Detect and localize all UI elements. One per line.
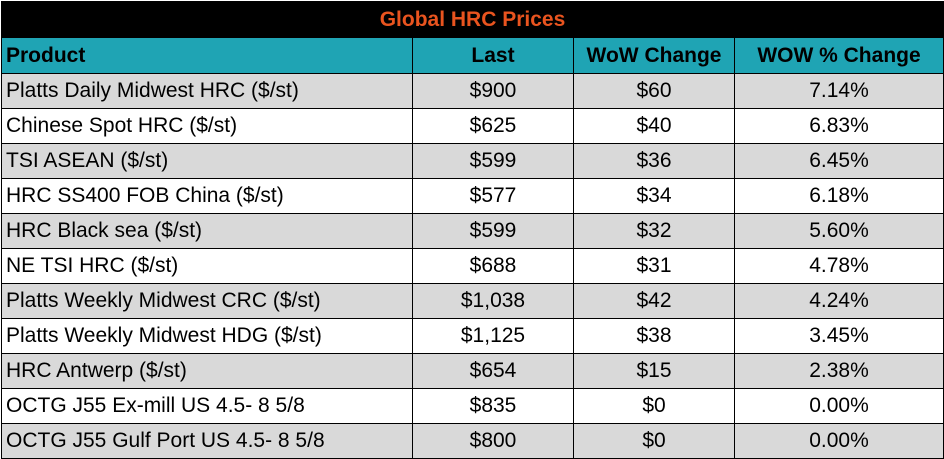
table-title-row: Global HRC Prices [1,1,944,38]
last-cell: $900 [412,73,574,109]
wow-pct-cell: 4.24% [734,283,944,319]
product-cell: OCTG J55 Gulf Port US 4.5- 8 5/8 [1,423,413,459]
wow-change-cell: $36 [573,143,735,179]
wow-change-cell: $42 [573,283,735,319]
last-cell: $1,125 [412,318,574,354]
column-header-wow-change: WoW Change [573,37,735,74]
wow-pct-cell: 7.14% [734,73,944,109]
product-cell: TSI ASEAN ($/st) [1,143,413,179]
product-cell: Platts Weekly Midwest HDG ($/st) [1,318,413,354]
wow-pct-cell: 6.18% [734,178,944,214]
table-row: HRC Antwerp ($/st) $654 $15 2.38% [1,353,944,389]
last-cell: $599 [412,213,574,249]
wow-change-cell: $0 [573,388,735,424]
wow-change-cell: $32 [573,213,735,249]
wow-change-cell: $31 [573,248,735,284]
last-cell: $800 [412,423,574,459]
table-row: TSI ASEAN ($/st) $599 $36 6.45% [1,143,944,179]
column-header-product: Product [1,37,413,74]
wow-change-cell: $40 [573,108,735,144]
product-cell: Chinese Spot HRC ($/st) [1,108,413,144]
wow-change-cell: $34 [573,178,735,214]
table-row: Platts Daily Midwest HRC ($/st) $900 $60… [1,73,944,109]
table-row: Platts Weekly Midwest CRC ($/st) $1,038 … [1,283,944,319]
table-row: Chinese Spot HRC ($/st) $625 $40 6.83% [1,108,944,144]
table-title: Global HRC Prices [1,1,944,38]
last-cell: $577 [412,178,574,214]
wow-change-cell: $60 [573,73,735,109]
wow-change-cell: $38 [573,318,735,354]
wow-pct-cell: 6.83% [734,108,944,144]
product-cell: OCTG J55 Ex-mill US 4.5- 8 5/8 [1,388,413,424]
table-row: NE TSI HRC ($/st) $688 $31 4.78% [1,248,944,284]
table-row: HRC SS400 FOB China ($/st) $577 $34 6.18… [1,178,944,214]
column-header-wow-pct-change: WOW % Change [734,37,944,74]
wow-pct-cell: 3.45% [734,318,944,354]
product-cell: Platts Weekly Midwest CRC ($/st) [1,283,413,319]
table-header-row: Product Last WoW Change WOW % Change [1,37,944,74]
wow-pct-cell: 4.78% [734,248,944,284]
last-cell: $1,038 [412,283,574,319]
product-cell: HRC Black sea ($/st) [1,213,413,249]
product-cell: Platts Daily Midwest HRC ($/st) [1,73,413,109]
table-row: HRC Black sea ($/st) $599 $32 5.60% [1,213,944,249]
wow-pct-cell: 0.00% [734,388,944,424]
wow-pct-cell: 6.45% [734,143,944,179]
wow-pct-cell: 0.00% [734,423,944,459]
product-cell: HRC SS400 FOB China ($/st) [1,178,413,214]
wow-change-cell: $15 [573,353,735,389]
product-cell: HRC Antwerp ($/st) [1,353,413,389]
last-cell: $688 [412,248,574,284]
table-row: Platts Weekly Midwest HDG ($/st) $1,125 … [1,318,944,354]
table-row: OCTG J55 Ex-mill US 4.5- 8 5/8 $835 $0 0… [1,388,944,424]
last-cell: $654 [412,353,574,389]
last-cell: $835 [412,388,574,424]
last-cell: $625 [412,108,574,144]
last-cell: $599 [412,143,574,179]
wow-change-cell: $0 [573,423,735,459]
column-header-last: Last [412,37,574,74]
product-cell: NE TSI HRC ($/st) [1,248,413,284]
wow-pct-cell: 5.60% [734,213,944,249]
table-row: OCTG J55 Gulf Port US 4.5- 8 5/8 $800 $0… [1,423,944,459]
wow-pct-cell: 2.38% [734,353,944,389]
